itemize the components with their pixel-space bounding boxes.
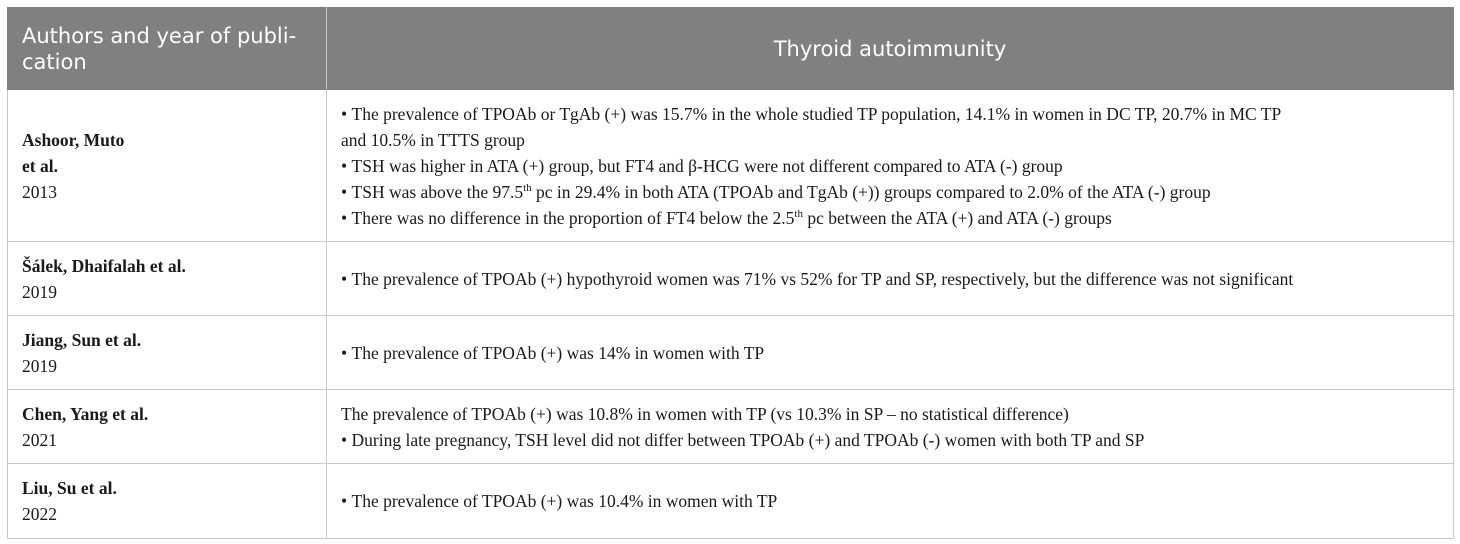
author-cell: Chen, Yang et al. 2021 [7,389,327,464]
finding-cell: The prevalence of TPOAb or TgAb (+) was … [326,89,1454,242]
finding-line: The prevalence of TPOAb or TgAb (+) was … [341,101,1445,127]
finding-cell: The prevalence of TPOAb (+) was 14% in w… [326,315,1454,390]
author-cell: Ashoor, Muto et al. 2013 [7,89,327,242]
header-row: Authors and year of publi- cation Thyroi… [7,7,1454,90]
finding-cell: The prevalence of TPOAb (+) was 10.8% in… [326,389,1454,464]
author-year: 2013 [22,181,57,202]
author-year: 2022 [22,504,57,524]
superscript: th [523,181,532,194]
author-name-line2: et al. [22,155,58,176]
finding-line: The prevalence of TPOAb (+) was 10.4% in… [341,488,1445,514]
author-cell: Liu, Su et al. 2022 [7,463,327,539]
header-authors-line2: cation [22,49,87,74]
author-name: Liu, Su et al. [22,478,117,498]
table-row: Liu, Su et al. 2022 The prevalence of TP… [7,463,1454,539]
author-cell: Šálek, Dhaifalah et al. 2019 [7,241,327,316]
finding-line: The prevalence of TPOAb (+) was 14% in w… [341,340,1445,366]
table-row: Šálek, Dhaifalah et al. 2019 The prevale… [7,241,1454,316]
finding-line: The prevalence of TPOAb (+) was 10.8% in… [341,403,1069,424]
finding-line: The prevalence of TPOAb (+) hypothyroid … [341,266,1445,292]
table-row: Ashoor, Muto et al. 2013 The prevalence … [7,89,1454,242]
finding-text: There was no difference in the proportio… [351,207,795,228]
finding-line: and 10.5% in TTTS group [341,129,525,150]
finding-text: pc in 29.4% in both ATA (TPOAb and TgAb … [531,181,1211,202]
finding-cell: The prevalence of TPOAb (+) was 10.4% in… [326,463,1454,539]
author-name: Chen, Yang et al. [22,403,149,424]
finding-line: During late pregnancy, TSH level did not… [341,427,1445,453]
author-year: 2019 [22,355,57,376]
author-name: Šálek, Dhaifalah et al. [22,255,186,276]
author-cell: Jiang, Sun et al. 2019 [7,315,327,390]
superscript: th [794,207,803,220]
finding-text: TSH was above the 97.5 [351,181,524,202]
author-name: Jiang, Sun et al. [22,329,142,350]
finding-line: TSH was higher in ATA (+) group, but FT4… [341,153,1445,179]
author-name-line1: Ashoor, Muto [22,129,125,150]
author-year: 2019 [22,281,57,302]
header-thyroid: Thyroid autoimmunity [326,7,1454,90]
finding-cell: The prevalence of TPOAb (+) hypothyroid … [326,241,1454,316]
table-row: Jiang, Sun et al. 2019 The prevalence of… [7,315,1454,390]
finding-text: pc between the ATA (+) and ATA (-) group… [802,207,1112,228]
header-authors-line1: Authors and year of publi- [22,23,297,48]
table-row: Chen, Yang et al. 2021 The prevalence of… [7,389,1454,464]
finding-line: There was no difference in the proportio… [341,205,1445,231]
thyroid-autoimmunity-table: Authors and year of publi- cation Thyroi… [7,7,1454,539]
finding-line: TSH was above the 97.5th pc in 29.4% in … [341,179,1445,205]
header-authors: Authors and year of publi- cation [7,7,327,90]
author-year: 2021 [22,429,57,450]
